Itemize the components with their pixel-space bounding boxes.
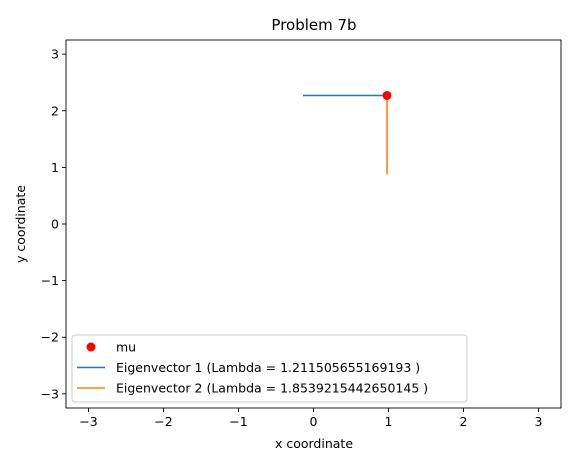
y-tick-label: −3 <box>41 386 59 401</box>
x-tick-label: −2 <box>154 414 172 429</box>
y-axis-label: y coordinate <box>13 185 28 263</box>
x-tick-label: 3 <box>535 414 543 429</box>
y-tick-label: 0 <box>51 217 59 232</box>
y-tick-label: 2 <box>51 103 59 118</box>
x-tick-label: 1 <box>385 414 393 429</box>
x-axis-label: x coordinate <box>275 436 353 451</box>
chart-title: Problem 7b <box>271 16 356 34</box>
x-tick-label: 0 <box>310 414 318 429</box>
legend-marker-0 <box>86 342 96 352</box>
legend-entry-0: mu <box>116 340 136 355</box>
legend: mu Eigenvector 1 (Lambda = 1.211505655169… <box>71 334 468 403</box>
x-tick-label: −1 <box>229 414 247 429</box>
legend-entry-2: Eigenvector 2 (Lambda = 1.85392154426501… <box>116 381 428 396</box>
y-tick-label: −1 <box>41 273 59 288</box>
legend-entry-1: Eigenvector 1 (Lambda = 1.21150565516919… <box>116 360 420 375</box>
series-point-0 <box>382 90 392 100</box>
plot-area: −3 −2 −1 0 1 2 3 −3 −2 −1 0 1 2 3 <box>41 39 562 429</box>
x-tick-label: 2 <box>460 414 468 429</box>
y-tick-label: 3 <box>51 47 59 62</box>
legend-box <box>71 334 468 403</box>
y-tick-label: −2 <box>41 330 59 345</box>
y-tick-label: 1 <box>51 160 59 175</box>
x-tick-label: −3 <box>79 414 97 429</box>
